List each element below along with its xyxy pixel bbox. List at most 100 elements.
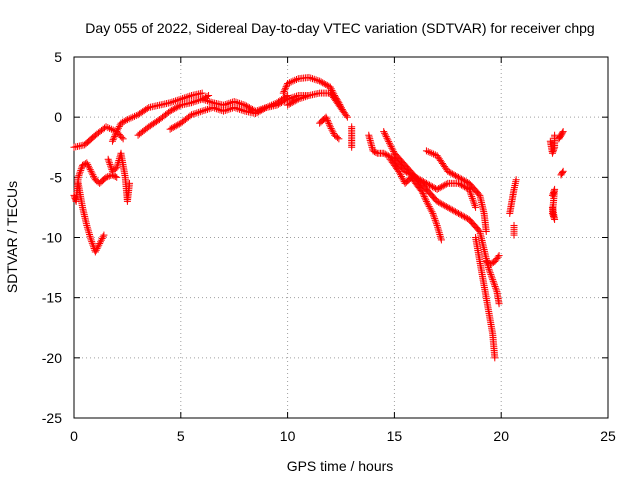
data-point: [445, 204, 453, 212]
data-point: [186, 92, 194, 100]
data-point: [166, 107, 174, 115]
data-point: [328, 126, 336, 134]
data-point: [284, 79, 292, 87]
data-point: [436, 184, 444, 192]
data-point: [490, 281, 498, 289]
data-point: [471, 202, 479, 210]
data-point: [459, 176, 467, 184]
data-point: [461, 177, 469, 185]
y-tick-label: -20: [42, 350, 62, 366]
data-point: [83, 159, 91, 167]
data-point: [225, 105, 233, 113]
data-point: [372, 148, 380, 156]
data-point: [79, 161, 87, 169]
x-tick-label: 10: [280, 428, 296, 444]
data-point: [87, 236, 95, 244]
series-arc-11: [316, 113, 343, 143]
data-point: [239, 101, 247, 109]
data-point: [489, 276, 497, 284]
data-point: [76, 168, 84, 176]
data-point: [348, 143, 356, 151]
data-point: [485, 265, 493, 273]
x-tick-label: 15: [387, 428, 403, 444]
data-point: [113, 128, 121, 136]
data-point: [426, 148, 434, 156]
data-point: [125, 115, 133, 123]
data-point: [281, 86, 289, 94]
data-point: [433, 197, 441, 205]
data-point: [431, 216, 439, 224]
data-point: [451, 208, 459, 216]
data-point: [179, 95, 187, 103]
data-point: [324, 118, 332, 126]
data-point: [88, 169, 96, 177]
data-point: [193, 109, 201, 117]
data-point: [245, 104, 253, 112]
data-point: [252, 107, 260, 115]
data-point: [84, 227, 92, 235]
data-point: [427, 182, 435, 190]
data-point: [488, 259, 496, 267]
data-point: [288, 99, 296, 107]
data-point: [282, 83, 290, 91]
data-point: [422, 147, 430, 155]
data-point: [461, 213, 469, 221]
data-point: [205, 105, 213, 113]
data-point: [86, 166, 94, 174]
data-point: [92, 246, 100, 254]
data-point: [397, 171, 405, 179]
series-arc-17: [472, 234, 499, 362]
data-point: [86, 232, 94, 240]
data-point: [187, 99, 195, 107]
data-point: [105, 159, 113, 167]
x-tick-label: 20: [493, 428, 509, 444]
data-point: [241, 101, 249, 109]
data-point: [558, 169, 566, 177]
data-point: [282, 96, 290, 104]
data-point: [487, 270, 495, 278]
data-point: [257, 105, 265, 113]
data-point: [74, 173, 82, 181]
y-tick-label: -5: [50, 169, 63, 185]
data-point: [445, 168, 453, 176]
data-point: [305, 73, 313, 81]
data-point: [437, 236, 445, 244]
data-point: [169, 123, 177, 131]
data-point: [466, 189, 474, 197]
data-point: [204, 97, 211, 105]
data-point: [109, 136, 117, 144]
data-point: [454, 179, 462, 187]
data-point: [289, 77, 297, 85]
data-point: [230, 98, 238, 106]
data-point: [119, 135, 127, 143]
data-point: [307, 74, 315, 82]
data-point: [187, 111, 195, 119]
data-point: [381, 150, 389, 158]
data-point: [88, 239, 96, 247]
data-point: [113, 164, 121, 172]
data-point: [285, 79, 293, 87]
data-point: [326, 83, 334, 91]
data-point: [475, 190, 483, 198]
data-point: [171, 123, 179, 131]
data-point: [462, 184, 470, 192]
data-point: [424, 148, 432, 156]
data-point: [198, 89, 206, 97]
data-point: [486, 267, 494, 275]
data-point: [489, 277, 497, 285]
data-point: [225, 99, 233, 107]
data-point: [303, 92, 311, 100]
data-point: [550, 146, 558, 154]
data-point: [551, 131, 559, 139]
data-point: [458, 211, 466, 219]
data-point: [437, 234, 445, 242]
data-point: [495, 300, 503, 308]
data-point: [89, 241, 97, 249]
data-point: [239, 107, 247, 115]
data-point: [492, 286, 500, 294]
data-point: [448, 206, 456, 214]
data-point: [320, 80, 328, 88]
data-point: [280, 87, 288, 95]
data-point: [173, 96, 181, 104]
